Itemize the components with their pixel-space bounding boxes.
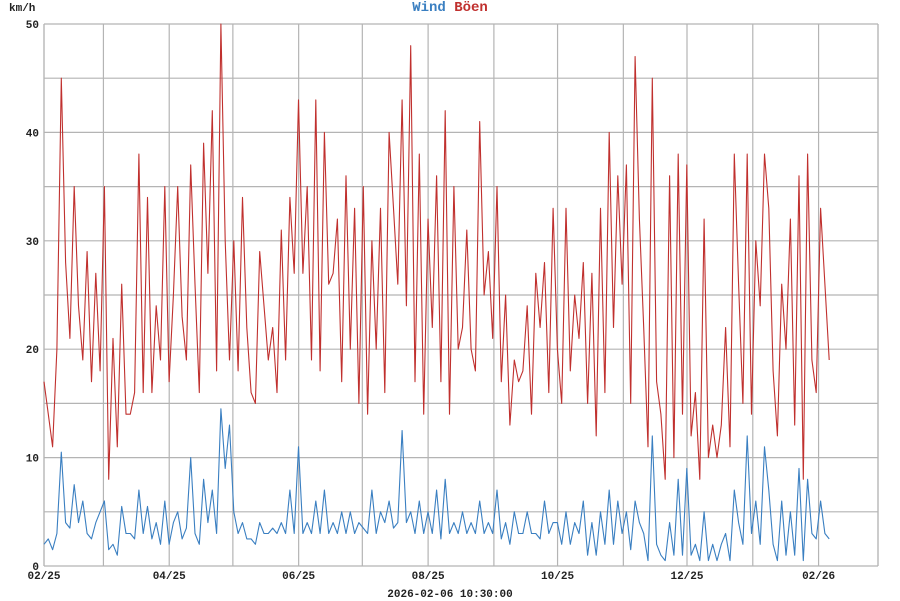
legend-gust: Böen <box>454 0 488 16</box>
y-tick-label: 40 <box>26 128 39 140</box>
series-line-wind <box>43 408 830 562</box>
y-tick-label: 10 <box>26 454 39 466</box>
x-tick-label: 02/25 <box>27 571 60 583</box>
y-tick-label: 50 <box>26 20 39 32</box>
y-tick-label: 30 <box>26 237 39 249</box>
series-line-gust <box>43 23 830 480</box>
y-tick-label: 20 <box>26 345 39 357</box>
series-lines <box>43 23 830 562</box>
chart-title: Wind Böen <box>0 0 900 16</box>
legend-wind: Wind <box>412 0 446 16</box>
x-tick-label: 02/26 <box>802 571 835 583</box>
x-tick-label: 12/25 <box>670 571 703 583</box>
x-tick-label: 08/25 <box>412 571 445 583</box>
x-tick-label: 10/25 <box>541 571 574 583</box>
x-tick-label: 04/25 <box>153 571 186 583</box>
y-axis-unit: km/h <box>9 3 36 15</box>
timestamp-label: 2026-02-06 10:30:00 <box>387 589 513 601</box>
grid <box>43 23 879 567</box>
y-tick-label: 0 <box>32 562 39 574</box>
x-tick-label: 06/25 <box>282 571 315 583</box>
axis-labels: 0 10 20 30 40 50 02/25 04/25 06/25 08/25 10/25 12/2… <box>26 20 835 583</box>
